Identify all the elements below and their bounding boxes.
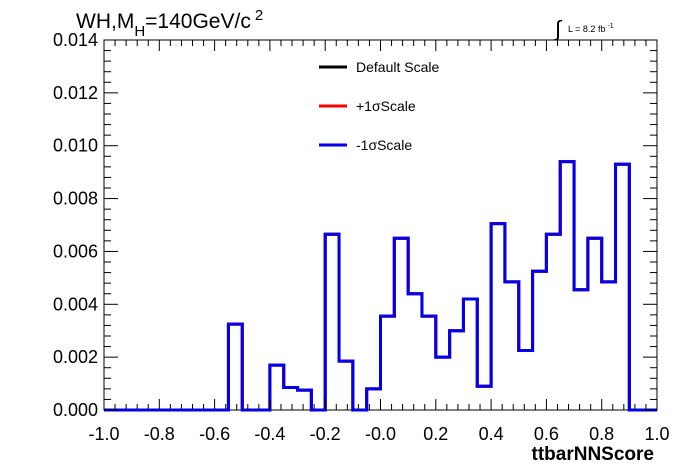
y-tick-label: 0.004 [53,294,98,314]
x-tick-label: -0.4 [254,424,285,444]
x-tick-label: -0.6 [199,424,230,444]
y-tick-label: 0.010 [53,136,98,156]
legend: Default Scale +1σScale -1σScale [319,59,439,153]
y-tick-label: 0.002 [53,347,98,367]
legend-label-default-scale: Default Scale [356,59,439,75]
x-tick-label: -1.0 [88,424,119,444]
y-tick-label: 0.012 [53,83,98,103]
chart-title-subscript: H [134,23,145,40]
x-tick-label: 1.0 [644,424,669,444]
chart-title-rest: =140GeV/c [145,10,251,33]
x-tick-label: 0.2 [423,424,448,444]
x-tick-label: 0.4 [479,424,504,444]
chart-title: WH,MH=140GeV/c 2 [76,7,263,40]
series-layer [104,160,657,412]
chart-title-superscript: 2 [255,7,263,24]
x-axis-label: ttbarNNScore [532,444,654,465]
legend-label-plus1sigma: +1σScale [356,98,416,114]
lumi-text: L = 8.2 fb [568,24,605,34]
y-tick-label: 0.008 [53,189,98,209]
y-tick-label: 0.014 [53,30,98,50]
x-tick-label: -0.8 [144,424,175,444]
x-tick-label: 0.6 [534,424,559,444]
lumi-integral-sign: ∫ [553,16,563,41]
lumi-label: L = 8.2 fb -1 [568,23,614,34]
y-tick-label: 0.000 [53,400,98,420]
x-tick-label: -0.0 [365,424,396,444]
y-tick-label: 0.006 [53,241,98,261]
legend-label-minus1sigma: -1σScale [356,137,412,153]
lumi-superscript: -1 [607,23,613,30]
chart-title-main: WH,M [76,10,134,33]
axes-layer: -1.0 -0.8 -0.6 -0.4 -0.2 -0.0 0.2 0.4 0.6 0.8 1.0 0… [53,30,670,444]
series-line-2 [104,160,657,412]
x-tick-label: -0.2 [310,424,341,444]
x-tick-label: 0.8 [589,424,614,444]
